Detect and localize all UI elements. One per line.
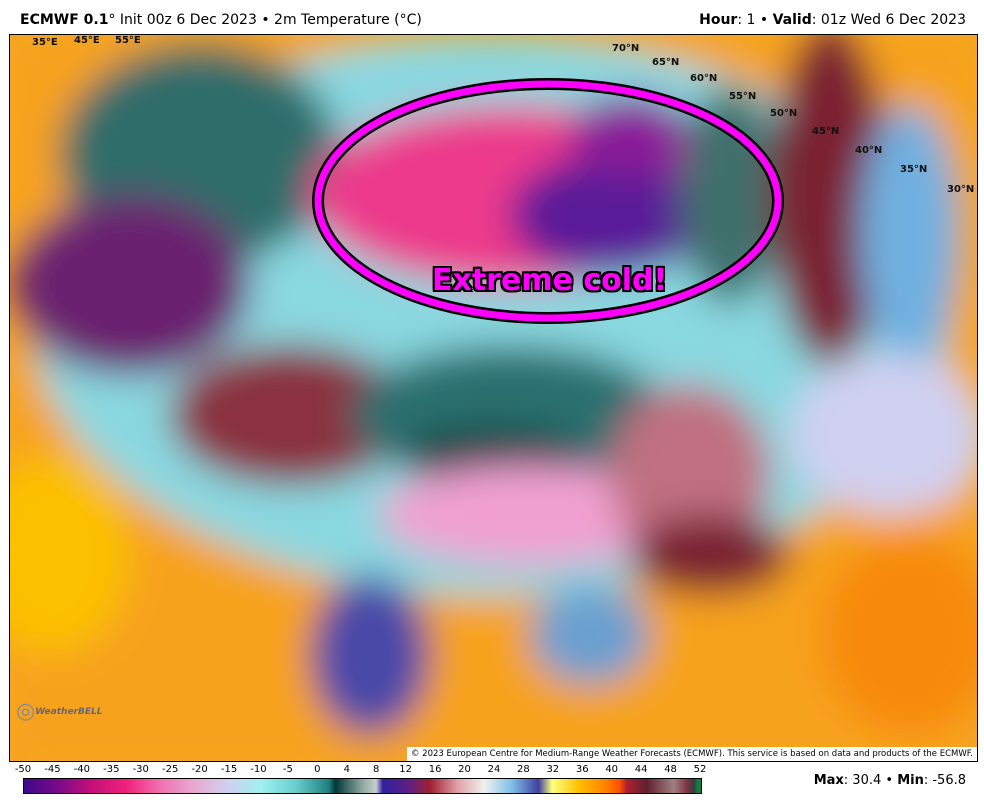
lat-label: 45°N	[812, 126, 840, 137]
colorbar-tick-label: -25	[162, 764, 179, 775]
valid-value: : 01z Wed 6 Dec 2023	[811, 12, 966, 28]
lon-label: 45°E	[74, 35, 100, 46]
colorbar-tick-label: 20	[458, 764, 471, 775]
temperature-map[interactable]: 35°E 45°E 55°E 70°N 65°N 60°N 55°N 50°N …	[9, 34, 978, 762]
extreme-cold-annotation: Extreme cold!	[432, 263, 668, 298]
colorbar-tick-label: -35	[103, 764, 120, 775]
copyright-notice: © 2023 European Centre for Medium-Range …	[406, 747, 977, 761]
init-info: ° Init 00z 6 Dec 2023 • 2m Temperature (…	[108, 12, 422, 28]
lat-label: 65°N	[652, 57, 680, 68]
min-value: : -56.8	[923, 773, 966, 788]
colorbar-tick-label: 36	[575, 764, 589, 775]
colorbar-tick-label: 8	[373, 764, 380, 775]
temperature-colorbar	[23, 778, 702, 794]
colorbar-tick-label: 12	[399, 764, 413, 775]
colorbar-tick-label: 0	[314, 764, 321, 775]
lat-label: 60°N	[690, 73, 718, 84]
colorbar-tick-label: -5	[282, 764, 293, 775]
colorbar-tick-label: 4	[343, 764, 350, 775]
colorbar-tick-label: -20	[191, 764, 208, 775]
min-label: Min	[897, 773, 924, 788]
colorbar-tick-label: 48	[664, 764, 677, 775]
lon-label: 35°E	[32, 37, 58, 48]
colorbar-tick-label: 52	[693, 764, 707, 775]
lat-label: 40°N	[855, 145, 883, 156]
colorbar-tick-label: -10	[250, 764, 267, 775]
map-title: ECMWF 0.1° Init 00z 6 Dec 2023 • 2m Temp…	[20, 12, 422, 28]
colorbar-tick-label: 32	[546, 764, 560, 775]
lat-label: 50°N	[770, 108, 798, 119]
model-name: ECMWF 0.1	[20, 12, 109, 28]
colorbar-tick-label: -15	[220, 764, 238, 775]
lat-label: 30°N	[947, 184, 975, 195]
lat-label: 35°N	[900, 164, 928, 175]
logo-globe-icon: ◎	[16, 699, 36, 724]
weatherbell-logo: ◎WeatherBELL	[16, 699, 103, 724]
colorbar-tick-label: -30	[132, 764, 149, 775]
colorbar-tick-label: -50	[14, 764, 32, 775]
valid-label: Valid	[772, 12, 812, 28]
colorbar-tick-label: -40	[73, 764, 91, 775]
colorbar-tick-label: -45	[44, 764, 61, 775]
temperature-field	[10, 35, 977, 761]
valid-time: Hour: 1 • Valid: 01z Wed 6 Dec 2023	[699, 12, 966, 28]
hour-label: Hour	[699, 12, 738, 28]
colorbar-tick-label: 24	[487, 764, 501, 775]
max-label: Max	[813, 773, 844, 788]
lon-label: 55°E	[115, 35, 141, 46]
max-min-stats: Max: 30.4 • Min: -56.8	[814, 773, 966, 788]
colorbar-tick-label: 16	[428, 764, 442, 775]
max-value: : 30.4 •	[843, 773, 898, 788]
colorbar-tick-label: 28	[517, 764, 530, 775]
cold-highlight-ellipse	[314, 80, 782, 322]
lat-label: 55°N	[729, 91, 757, 102]
lat-label: 70°N	[612, 43, 640, 54]
colorbar-tick-label: 44	[634, 764, 648, 775]
hour-value: : 1 •	[737, 12, 773, 28]
colorbar-tick-label: 40	[605, 764, 619, 775]
